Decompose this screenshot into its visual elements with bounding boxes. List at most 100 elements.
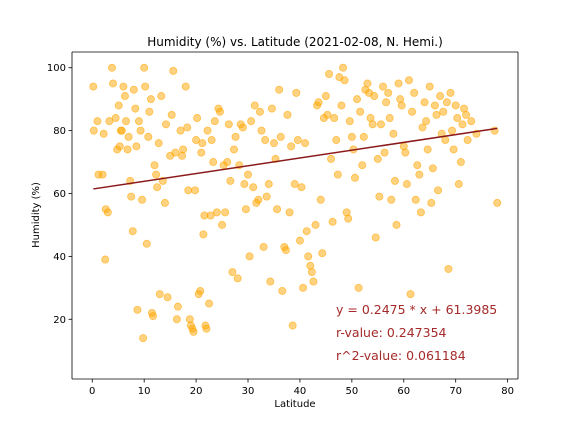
scatter-point xyxy=(302,227,311,236)
scatter-point xyxy=(285,208,294,217)
scatter-point xyxy=(420,98,429,107)
scatter-point xyxy=(210,117,219,126)
scatter-point xyxy=(406,290,415,299)
scatter-point xyxy=(176,126,185,135)
scatter-point xyxy=(238,123,247,132)
scatter-point xyxy=(150,161,159,170)
scatter-point xyxy=(228,268,237,277)
x-tick-label: 0 xyxy=(89,386,95,397)
scatter-point xyxy=(144,132,153,141)
scatter-point xyxy=(345,117,354,126)
scatter-point xyxy=(140,63,149,72)
scatter-point xyxy=(382,98,391,107)
x-tick-label: 80 xyxy=(501,386,514,397)
scatter-point xyxy=(458,120,467,129)
scatter-point xyxy=(198,139,207,148)
scatter-point xyxy=(197,148,206,157)
scatter-point xyxy=(134,117,143,126)
scatter-point xyxy=(293,136,302,145)
scatter-point xyxy=(131,104,140,113)
scatter-point xyxy=(212,208,221,217)
scatter-point xyxy=(254,195,263,204)
scatter-point xyxy=(340,76,349,85)
scatter-point xyxy=(103,208,112,217)
scatter-point xyxy=(379,82,388,91)
scatter-point xyxy=(278,286,287,295)
scatter-point xyxy=(408,107,417,116)
scatter-point xyxy=(152,170,161,179)
scatter-point xyxy=(273,205,282,214)
scatter-point xyxy=(154,139,163,148)
scatter-point xyxy=(267,104,276,113)
x-tick-label: 70 xyxy=(449,386,462,397)
scatter-point xyxy=(463,136,472,145)
scatter-point xyxy=(446,88,455,97)
scatter-point xyxy=(493,198,502,207)
scatter-point xyxy=(123,145,132,154)
scatter-point xyxy=(117,126,126,135)
scatter-point xyxy=(224,120,233,129)
scatter-point xyxy=(229,145,238,154)
scatter-point xyxy=(215,107,224,116)
scatter-point xyxy=(350,173,359,182)
scatter-point xyxy=(161,120,170,129)
scatter-point xyxy=(266,277,275,286)
scatter-point xyxy=(122,117,131,126)
scatter-point xyxy=(347,132,356,141)
scatter-point xyxy=(290,180,299,189)
scatter-point xyxy=(462,110,471,119)
scatter-point xyxy=(410,88,419,97)
scatter-point xyxy=(442,98,451,107)
scatter-point xyxy=(356,107,365,116)
scatter-point xyxy=(390,176,399,185)
scatter-point xyxy=(153,183,162,192)
scatter-point xyxy=(169,66,178,75)
scatter-point xyxy=(413,161,422,170)
y-tick-label: 100 xyxy=(47,63,66,74)
scatter-point xyxy=(124,132,133,141)
scatter-point xyxy=(255,107,264,116)
scatter-point xyxy=(327,154,336,163)
scatter-point xyxy=(467,117,476,126)
scatter-point xyxy=(129,85,138,94)
scatter-point xyxy=(385,114,394,123)
scatter-point xyxy=(261,136,270,145)
y-tick-label: 60 xyxy=(53,189,66,200)
scatter-point xyxy=(425,82,434,91)
scatter-point xyxy=(287,142,296,151)
scatter-point xyxy=(318,249,327,258)
scatter-point xyxy=(416,208,425,217)
scatter-point xyxy=(107,63,116,72)
scatter-point xyxy=(249,183,258,192)
x-tick-label: 10 xyxy=(138,386,151,397)
scatter-point xyxy=(155,290,164,299)
scatter-point xyxy=(301,139,310,148)
scatter-point xyxy=(245,252,254,261)
scatter-point xyxy=(311,220,320,229)
scatter-point xyxy=(275,85,284,94)
scatter-point xyxy=(111,114,120,123)
scatter-point xyxy=(114,101,123,110)
y-tick-label: 40 xyxy=(53,252,66,263)
scatter-point xyxy=(183,123,192,132)
scatter-point xyxy=(358,161,367,170)
scatter-point xyxy=(451,101,460,110)
axes-frame xyxy=(71,51,519,380)
scatter-point xyxy=(192,136,201,145)
scatter-point xyxy=(332,136,341,145)
scatter-point xyxy=(368,120,377,129)
scatter-point xyxy=(163,293,172,302)
scatter-point xyxy=(316,195,325,204)
scatter-point xyxy=(415,170,424,179)
scatter-point xyxy=(392,220,401,229)
scatter-point xyxy=(276,132,285,141)
scatter-point xyxy=(371,233,380,242)
scatter-point xyxy=(160,198,169,207)
scatter-point xyxy=(339,63,348,72)
scatter-point xyxy=(223,158,232,167)
scatter-point xyxy=(359,132,368,141)
scatter-point xyxy=(299,283,308,292)
scatter-point xyxy=(206,211,215,220)
regression-equation: y = 0.2475 * x + 61.3985 xyxy=(336,302,497,317)
